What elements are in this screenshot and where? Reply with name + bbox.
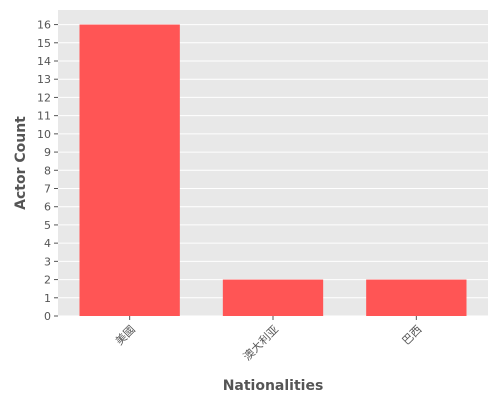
x-tick-label: 巴西: [400, 323, 425, 348]
y-tick-label: 4: [44, 237, 51, 250]
y-tick-label: 5: [44, 219, 51, 232]
y-tick-label: 14: [37, 55, 51, 68]
x-axis-title: Nationalities: [223, 378, 324, 394]
x-axis-ticks: 美國 澳大利亚 巴西: [113, 316, 424, 363]
y-tick-label: 11: [37, 110, 51, 123]
y-tick-label: 2: [44, 274, 51, 287]
y-tick-label: 16: [37, 19, 51, 32]
y-tick-label: 8: [44, 164, 51, 177]
y-tick-label: 3: [44, 255, 51, 268]
y-tick-label: 9: [44, 146, 51, 159]
y-tick-label: 12: [37, 91, 51, 104]
y-axis-title: Actor Count: [13, 116, 29, 210]
y-tick-label: 13: [37, 73, 51, 86]
bar-1: [222, 279, 324, 316]
y-tick-label: 6: [44, 201, 51, 214]
y-tick-label: 0: [44, 310, 51, 323]
y-tick-label: 10: [37, 128, 51, 141]
bars: [79, 24, 467, 316]
x-tick-label: 澳大利亚: [240, 322, 281, 363]
x-tick-label: 美國: [113, 323, 138, 348]
bar-2: [366, 279, 467, 316]
bar-0: [79, 24, 180, 316]
y-tick-label: 7: [44, 183, 51, 196]
y-tick-label: 1: [44, 292, 51, 305]
y-tick-label: 15: [37, 37, 51, 50]
